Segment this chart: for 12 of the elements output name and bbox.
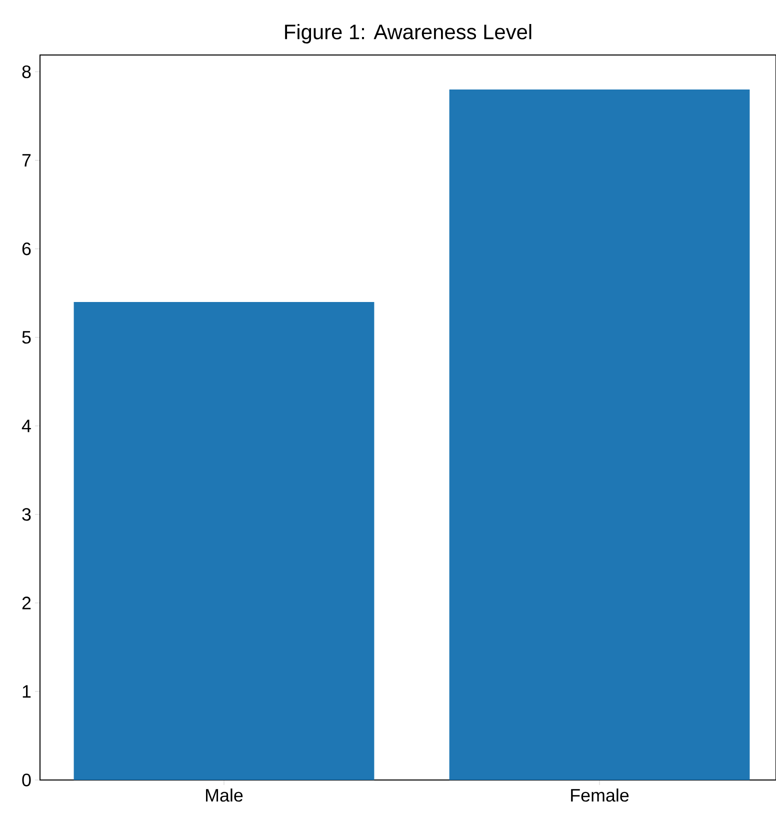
y-tick-label: 1	[22, 685, 31, 698]
y-tick-label: 0	[22, 774, 31, 786]
y-tick-label: 3	[22, 508, 31, 521]
y-tick-label: 6	[22, 242, 31, 256]
x-tick-label: Male	[206, 788, 243, 802]
y-tick-label: 7	[22, 154, 31, 166]
y-tick-label: 2	[22, 596, 31, 610]
y-tick-label: 4	[22, 420, 31, 432]
y-tick-label: 8	[22, 65, 31, 78]
y-tick-label: 5	[22, 331, 31, 344]
chart-title: Figure 1: Awareness Level	[285, 24, 532, 44]
x-tick-label: Female	[571, 788, 629, 802]
